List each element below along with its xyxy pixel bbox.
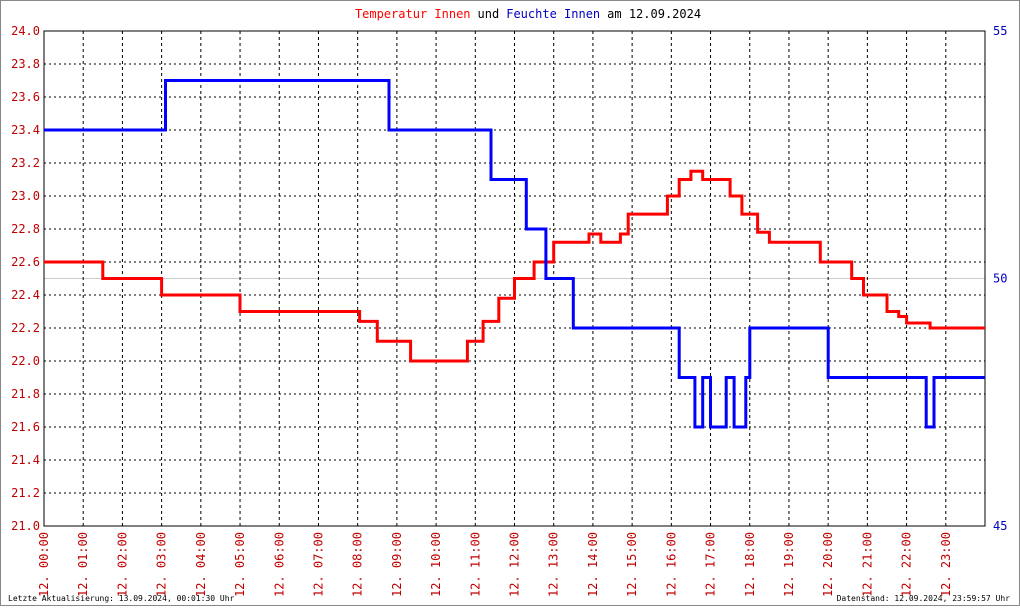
y-tick-label: 23.2 [11,156,40,170]
y-tick-label: 23.4 [11,123,40,137]
y-tick-label: 22.8 [11,222,40,236]
x-tick-label: 12. 08:00 [351,532,365,597]
series-line [44,169,985,363]
title-part: am 12.09.2024 [607,7,701,21]
y-tick-label: 21.2 [11,486,40,500]
y-tick-label: 23.0 [11,189,40,203]
x-tick-label: 12. 23:00 [939,532,953,597]
x-tick-label: 12. 13:00 [547,532,561,597]
x-tick-label: 12. 02:00 [115,532,129,597]
x-tick-label: 12. 17:00 [704,532,718,597]
x-tick-label: 12. 00:00 [37,532,51,597]
y-tick-label: 21.0 [11,519,40,533]
x-tick-label: 12. 22:00 [900,532,914,597]
y-tick-label: 22.4 [11,288,40,302]
y-tick-label: 21.6 [11,420,40,434]
footer-right: Datenstand: 12.09.2024, 23:59:57 Uhr [837,594,1011,603]
x-tick-label: 12. 15:00 [625,532,639,597]
x-tick-label: 12. 19:00 [782,532,796,597]
series-line [44,79,985,429]
x-tick-label: 12. 03:00 [155,532,169,597]
y-tick-label: 22.2 [11,321,40,335]
x-tick-label: 12. 12:00 [508,532,522,597]
title-part: und [478,7,500,21]
chart-title: Temperatur Innen und Feuchte Innen am 12.09… [355,7,701,21]
y-tick-label: 21.4 [11,453,40,467]
y-tick-label: 22.6 [11,255,40,269]
x-tick-label: 12. 11:00 [468,532,482,597]
plot-border [43,30,986,527]
y-tick-label: 23.8 [11,57,40,71]
x-tick-label: 12. 06:00 [272,532,286,597]
x-tick-label: 12. 14:00 [586,532,600,597]
x-tick-label: 12. 18:00 [743,532,757,597]
x-tick-label: 12. 21:00 [860,532,874,597]
y-tick-label: 21.8 [11,387,40,401]
x-tick-label: 12. 16:00 [664,532,678,597]
x-tick-label: 12. 01:00 [76,532,90,597]
y-tick-label: 23.6 [11,90,40,104]
y-tick-label: 24.0 [11,24,40,38]
x-tick-label: 12. 20:00 [821,532,835,597]
x-tick-label: 12. 04:00 [194,532,208,597]
title-part: Temperatur Innen [355,7,471,21]
footer-left: Letzte Aktualisierung: 13.09.2024, 00:01… [8,594,235,603]
x-tick-label: 12. 09:00 [390,532,404,597]
y-tick-label: 22.0 [11,354,40,368]
y2-tick-label: 55 [993,24,1007,38]
x-tick-label: 12. 05:00 [233,532,247,597]
y2-tick-label: 50 [993,272,1007,286]
y2-tick-label: 45 [993,519,1007,533]
title-part: Feuchte Innen [506,7,600,21]
x-tick-label: 12. 07:00 [311,532,325,597]
x-tick-label: 12. 10:00 [429,532,443,597]
